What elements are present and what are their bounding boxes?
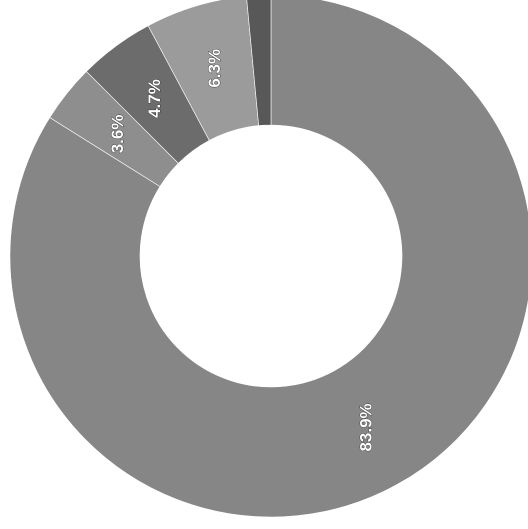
donut-slice-3 [147,0,259,141]
slice-label-1: 3.6% [108,115,127,154]
donut-slice-0 [9,0,528,518]
donut-slice-4 [246,0,272,126]
slice-label-0: 83.9% [356,403,375,451]
slice-label-2: 4.7% [145,79,164,118]
slice-label-3: 6.3% [205,49,224,88]
